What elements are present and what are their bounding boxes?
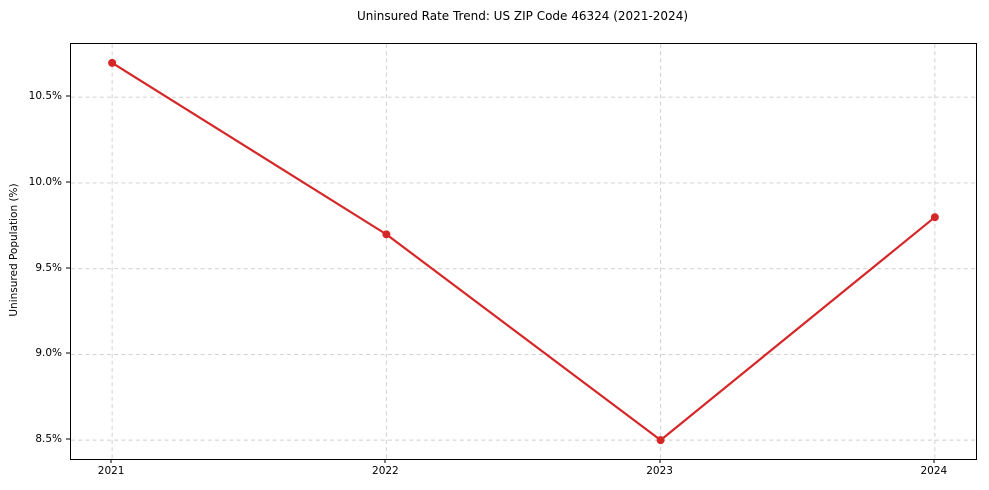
y-tick-label: 9.0%: [35, 347, 62, 360]
x-tick-mark: [933, 459, 935, 463]
y-tick-mark: [66, 267, 70, 269]
data-point: [108, 58, 117, 67]
trend-line: [111, 61, 936, 442]
x-tick-label: 2023: [646, 465, 673, 477]
data-point: [656, 436, 665, 445]
y-axis-label: Uninsured Population (%): [8, 183, 20, 317]
y-tick-mark: [66, 352, 70, 354]
y-tick-label: 8.5%: [35, 433, 62, 446]
x-tick-mark: [659, 459, 661, 463]
y-tick-mark: [66, 438, 70, 440]
x-tick-label: 2024: [920, 465, 948, 477]
y-tick-label: 9.5%: [35, 261, 62, 274]
x-tick-label: 2022: [372, 465, 399, 477]
y-tick-mark: [66, 181, 70, 183]
y-tick-label: 10.5%: [28, 90, 62, 103]
x-tick-mark: [110, 459, 112, 463]
plot-area: [70, 43, 977, 460]
chart-title: Uninsured Rate Trend: US ZIP Code 46324 …: [356, 9, 689, 23]
x-tick-mark: [384, 459, 386, 463]
y-tick-label: 10.0%: [28, 175, 62, 188]
y-tick-mark: [66, 95, 70, 97]
line-chart-svg: [71, 44, 976, 459]
data-point: [382, 230, 391, 239]
data-point: [930, 213, 939, 222]
x-tick-label: 2021: [97, 465, 125, 477]
